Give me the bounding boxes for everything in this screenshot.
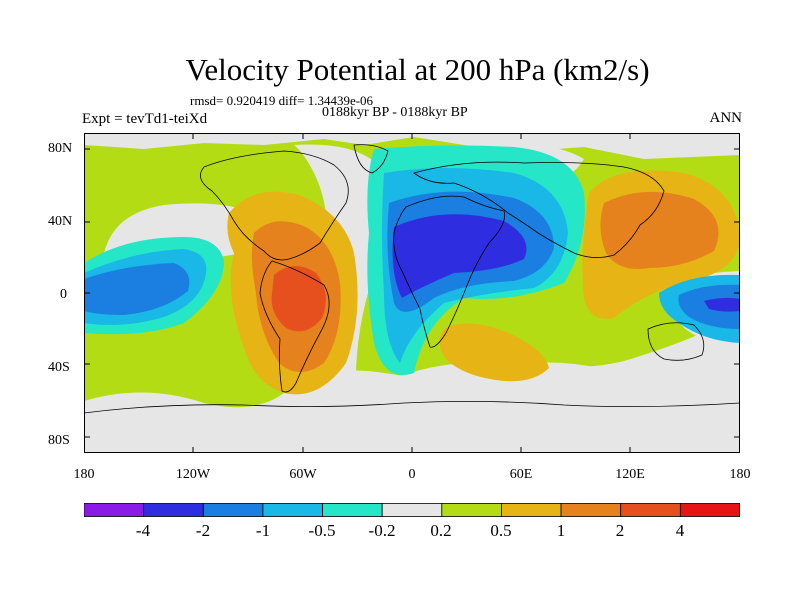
colorbar-box bbox=[381, 503, 443, 517]
colorbar-label: -2 bbox=[195, 521, 211, 540]
colorbar-box bbox=[620, 503, 681, 517]
chart-title: Velocity Potential at 200 hPa (km2/s) bbox=[185, 52, 650, 87]
contour-fills bbox=[84, 133, 740, 453]
australia-coast bbox=[647, 322, 705, 361]
rmsd-diff-label: rmsd= 0.920419 diff= 1.34439e-06 bbox=[190, 93, 374, 108]
europe-africa-coast bbox=[393, 195, 506, 348]
colorbar-label: 0.5 bbox=[490, 521, 512, 540]
colorbar-label: 1 bbox=[556, 521, 566, 540]
neutral-band-arctic bbox=[84, 133, 740, 159]
neutral-zone-indian-south bbox=[384, 323, 740, 403]
colorbar-label: -1 bbox=[255, 521, 271, 540]
y-tick-label: 40N bbox=[48, 214, 73, 229]
x-tick-label: 0 bbox=[408, 467, 416, 482]
contour-map bbox=[84, 133, 740, 453]
colorbar-box bbox=[262, 503, 323, 517]
x-tick-label: 180 bbox=[73, 467, 95, 482]
colorbar-box bbox=[322, 503, 383, 517]
x-tick-label: 120E bbox=[615, 467, 645, 482]
colorbar-box bbox=[84, 503, 145, 517]
negative-contour-dateline-2 bbox=[704, 297, 740, 312]
coastlines bbox=[84, 144, 740, 414]
colorbar-box bbox=[560, 503, 622, 517]
colorbar bbox=[84, 503, 740, 517]
south-america-coast bbox=[259, 260, 330, 393]
axis-ticks bbox=[84, 133, 740, 453]
season-label: ANN bbox=[709, 110, 743, 126]
greenland-coast bbox=[353, 144, 389, 174]
y-tick-label: 40S bbox=[48, 360, 70, 375]
eurasia-coast bbox=[413, 161, 665, 258]
colorbar-label: -0.5 bbox=[308, 521, 336, 540]
x-tick-label: 120W bbox=[175, 467, 211, 482]
y-tick-label: 0 bbox=[60, 287, 67, 302]
colorbar-label: -0.2 bbox=[368, 521, 396, 540]
x-tick-label: 180 bbox=[729, 467, 751, 482]
period-label: 0188kyr BP - 0188kyr BP bbox=[322, 105, 468, 120]
positive-contour-west-pacific-1 bbox=[600, 191, 719, 269]
colorbar-box bbox=[202, 503, 264, 517]
experiment-label: Expt = tevTd1-teiXd bbox=[82, 111, 208, 127]
positive-contour-southern-africa bbox=[439, 323, 549, 382]
colorbar-box bbox=[679, 503, 740, 517]
x-tick-label: 60E bbox=[509, 467, 533, 482]
colorbar-box bbox=[143, 503, 204, 517]
colorbar-box bbox=[501, 503, 562, 517]
y-tick-label: 80S bbox=[48, 433, 70, 448]
colorbar-label: -4 bbox=[135, 521, 151, 540]
x-tick-label: 60W bbox=[289, 467, 317, 482]
positive-contour-south-america-2 bbox=[271, 265, 326, 332]
negative-contour-central-pacific-2 bbox=[84, 263, 190, 315]
colorbar-label: 4 bbox=[675, 521, 685, 540]
antarctica-coast bbox=[84, 401, 740, 414]
colorbar-boxes bbox=[84, 503, 740, 517]
colorbar-box bbox=[441, 503, 502, 517]
y-tick-label: 80N bbox=[48, 141, 73, 156]
colorbar-label: 2 bbox=[615, 521, 625, 540]
north-america-coast bbox=[200, 150, 349, 261]
negative-contour-africa-arabia-2 bbox=[392, 214, 527, 298]
colorbar-label: 0.2 bbox=[430, 521, 452, 540]
